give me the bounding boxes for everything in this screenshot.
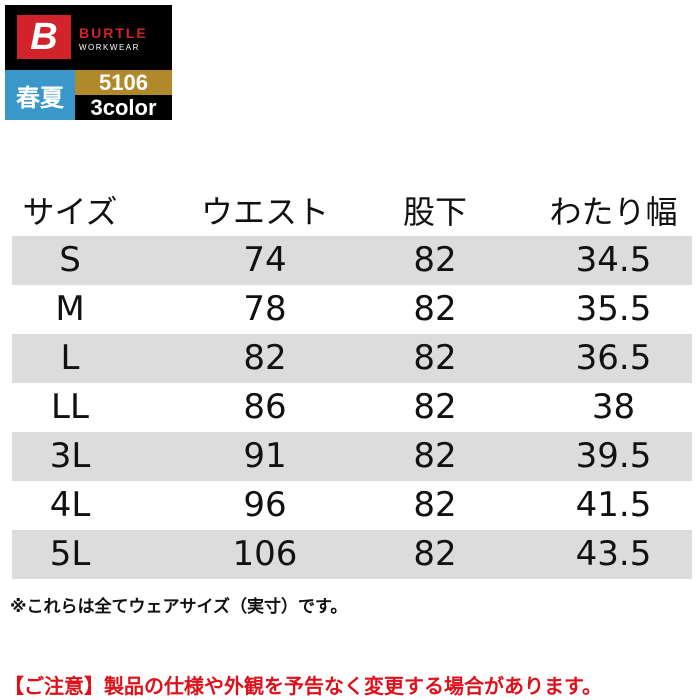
table-body: S 74 82 34.5 M 78 82 35.5 L 82 82 36.5 LL 86 82 38 3L 91 8… [12, 236, 692, 579]
cell-waist: 78 [243, 289, 287, 329]
cell-size: 5L [49, 534, 91, 574]
cell-inseam: 82 [413, 289, 457, 329]
header-size: サイズ [22, 193, 118, 231]
cell-waist: 74 [243, 240, 287, 280]
cell-inseam: 82 [413, 436, 457, 476]
cell-size: 3L [49, 436, 91, 476]
cell-waist: 86 [243, 387, 287, 427]
color-count: 3color [75, 95, 172, 120]
cell-size: L [60, 338, 80, 378]
cell-thigh: 35.5 [575, 289, 652, 329]
table-row: 4L 96 82 41.5 [12, 481, 692, 530]
logo-mark: B [17, 15, 71, 59]
cell-inseam: 82 [413, 387, 457, 427]
cell-inseam: 82 [413, 240, 457, 280]
cell-waist: 106 [232, 534, 298, 574]
warning-notice: 【ご注意】製品の仕様や外観を予告なく変更する場合があります。 [4, 674, 602, 698]
brand-badge: B BURTLE WORKWEAR 春夏 5106 3color [5, 5, 172, 120]
cell-waist: 91 [243, 436, 287, 476]
table-header: サイズ ウエスト 股下 わたり幅 [12, 188, 692, 236]
cell-thigh: 38 [591, 387, 636, 427]
cell-size: S [59, 240, 81, 280]
table-row: M 78 82 35.5 [12, 285, 692, 334]
cell-thigh: 39.5 [575, 436, 652, 476]
table-row: L 82 82 36.5 [12, 334, 692, 383]
cell-waist: 96 [243, 485, 287, 525]
cell-inseam: 82 [413, 534, 457, 574]
cell-size: M [55, 289, 85, 329]
brand-name: BURTLE [79, 25, 148, 41]
cell-inseam: 82 [413, 338, 457, 378]
table-row: 5L 106 82 43.5 [12, 530, 692, 579]
cell-thigh: 34.5 [575, 240, 652, 280]
brand-subtitle: WORKWEAR [79, 43, 140, 52]
header-waist: ウエスト [200, 193, 329, 231]
season-label: 春夏 [5, 70, 75, 120]
cell-thigh: 36.5 [575, 338, 652, 378]
cell-inseam: 82 [413, 485, 457, 525]
cell-size: LL [51, 387, 89, 427]
cell-size: 4L [49, 485, 91, 525]
cell-thigh: 41.5 [575, 485, 652, 525]
header-inseam: 股下 [402, 193, 467, 231]
model-number: 5106 [75, 70, 172, 95]
table-row: LL 86 82 38 [12, 383, 692, 432]
header-thigh: わたり幅 [549, 193, 678, 231]
size-note: ※これらは全てウェアサイズ（実寸）です。 [10, 597, 348, 617]
table-row: S 74 82 34.5 [12, 236, 692, 285]
cell-waist: 82 [243, 338, 287, 378]
table-row: 3L 91 82 39.5 [12, 432, 692, 481]
size-table: サイズ ウエスト 股下 わたり幅 S 74 82 34.5 M 78 82 35.5 L 82 82… [12, 188, 692, 579]
brand-logo: B BURTLE WORKWEAR [5, 5, 172, 70]
cell-thigh: 43.5 [575, 534, 652, 574]
